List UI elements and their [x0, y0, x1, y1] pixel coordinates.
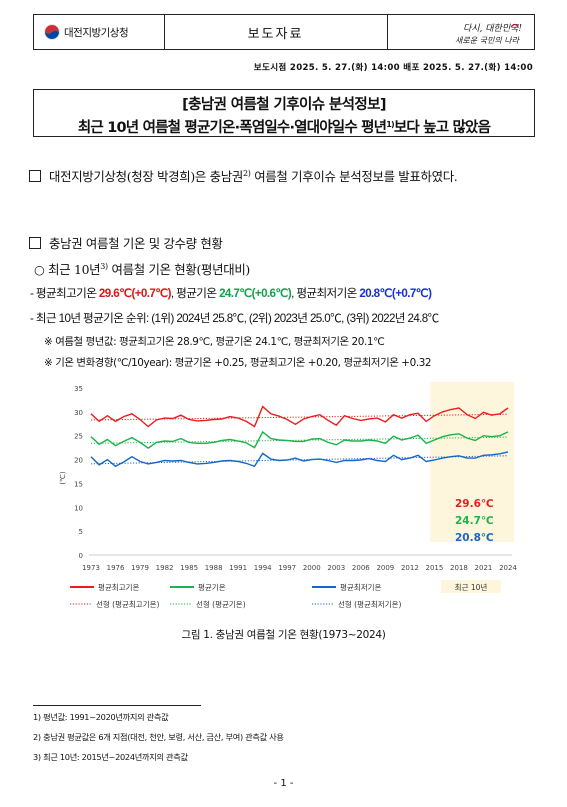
- page-number: - 1 -: [273, 778, 294, 789]
- x-tick-label: 1982: [156, 564, 174, 572]
- footnote-1: 1) 평년값: 1991~2020년까지의 관측값: [33, 712, 169, 722]
- intro-paragraph: 대전지방기상청(청장 박경희)은 충남권2) 여름철 기후이슈 분석정보를 발표…: [29, 162, 544, 189]
- title-line-2: 최근 10년 여름철 평균기온·폭염일수·열대야일수 평년1)보다 높고 많았음: [77, 120, 491, 136]
- trendline: [90, 436, 509, 444]
- series-line: [90, 405, 509, 428]
- x-tick-label: 2015: [425, 564, 443, 572]
- y-tick-label: 0: [79, 552, 83, 560]
- x-tick-label: 2000: [303, 564, 321, 572]
- x-tick-label: 2012: [401, 564, 419, 572]
- y-tick-label: 30: [74, 409, 83, 417]
- temperature-ranking: - 최근 10년 평균기온 순위: (1위) 2024년 25.8℃, (2위)…: [30, 312, 439, 325]
- x-tick-label: 1973: [82, 564, 100, 572]
- title-box: [충남권 여름철 기후이슈 분석정보] 최근 10년 여름철 평균기온·폭염일수…: [33, 89, 535, 137]
- figure-caption: 그림 1. 충남권 여름철 기온 현황(1973~2024): [181, 629, 386, 641]
- x-tick-label: 1985: [180, 564, 198, 572]
- footnote-divider: [33, 705, 201, 706]
- legend-label: 최근 10년: [455, 582, 488, 592]
- title-line-1: [충남권 여름철 기후이슈 분석정보]: [182, 97, 386, 113]
- section-heading: 충남권 여름철 기온 및 강수량 현황: [29, 234, 223, 252]
- press-header-box: 대전지방기상청 보도자료 다시, 대한민국! 새로운 국민의 나라: [33, 14, 535, 50]
- x-tick-label: 2021: [475, 564, 493, 572]
- y-tick-label: 35: [74, 385, 83, 393]
- x-tick-label: 1988: [205, 564, 223, 572]
- square-bullet-icon: [29, 237, 41, 249]
- trend-note: ※ 기온 변화경향(℃/10year): 평균기온 +0.25, 평균최고기온 …: [44, 357, 432, 369]
- temperature-summary: - 평균최고기온 29.6℃(+0.7℃), 평균기온 24.7℃(+0.6℃)…: [30, 287, 432, 300]
- y-tick-label: 25: [74, 433, 83, 441]
- series-line: [90, 451, 509, 468]
- y-axis-label: (℃): [59, 471, 67, 485]
- x-tick-label: 2003: [327, 564, 345, 572]
- value-annotation: 20.8℃: [455, 532, 494, 544]
- slogan-line-2: 새로운 국민의 나라: [455, 36, 521, 45]
- release-timing: 보도시점 2025. 5. 27.(화) 14:00 배포 2025. 5. 2…: [253, 63, 533, 73]
- x-tick-label: 1976: [107, 564, 125, 572]
- x-tick-label: 1997: [278, 564, 296, 572]
- normal-values-note: ※ 여름철 평년값: 평균최고기온 28.9℃, 평균기온 24.1℃, 평균최…: [44, 336, 385, 348]
- y-tick-label: 10: [74, 504, 83, 512]
- footnote-2: 2) 충남권 평균값은 6개 지점(대전, 천안, 보령, 서산, 금산, 부여…: [33, 732, 284, 742]
- legend-highlight-key: [441, 580, 501, 593]
- legend-label: 평균최고기온: [98, 582, 139, 592]
- legend-label: 선형 (평균최고기온): [96, 599, 160, 609]
- legend-label: 선형 (평균최저기온): [338, 599, 402, 609]
- slogan-line-1: 다시, 대한민국!: [463, 23, 522, 34]
- government-emblem-icon: [44, 24, 60, 40]
- y-tick-label: 20: [74, 457, 83, 465]
- x-tick-label: 2018: [450, 564, 468, 572]
- y-tick-label: 15: [74, 480, 83, 488]
- agency-name: 대전지방기상청: [64, 27, 129, 39]
- x-tick-label: 1991: [229, 564, 247, 572]
- temperature-line-chart: 0 5 10 15 20 25 30 35 (℃) 1973 1976 1979 1982 1985 198…: [59, 382, 517, 609]
- footnote-3: 3) 최근 10년: 2015년~2024년까지의 관측값: [33, 752, 188, 762]
- x-tick-label: 2006: [352, 564, 370, 572]
- trendline: [90, 455, 509, 465]
- value-annotation: 29.6℃: [455, 498, 494, 510]
- x-tick-label: 1979: [131, 564, 149, 572]
- x-tick-label: 2009: [376, 564, 394, 572]
- legend-label: 평균최저기온: [340, 582, 381, 592]
- x-tick-label: 1994: [254, 564, 272, 572]
- recent-10-years-highlight: [430, 382, 514, 542]
- subsection-heading: ○ 최근 10년3) 여름철 기온 현황(평년대비): [34, 262, 250, 277]
- square-bullet-icon: [29, 170, 41, 182]
- trendline: [90, 413, 509, 421]
- document-type: 보도자료: [247, 27, 304, 42]
- x-tick-label: 2024: [499, 564, 517, 572]
- value-annotation: 24.7℃: [455, 515, 494, 527]
- legend-label: 평균기온: [198, 582, 226, 592]
- government-slogan: 다시, 대한민국! 새로운 국민의 나라: [455, 23, 522, 45]
- y-tick-label: 5: [79, 528, 83, 536]
- legend-label: 선형 (평균기온): [196, 599, 246, 609]
